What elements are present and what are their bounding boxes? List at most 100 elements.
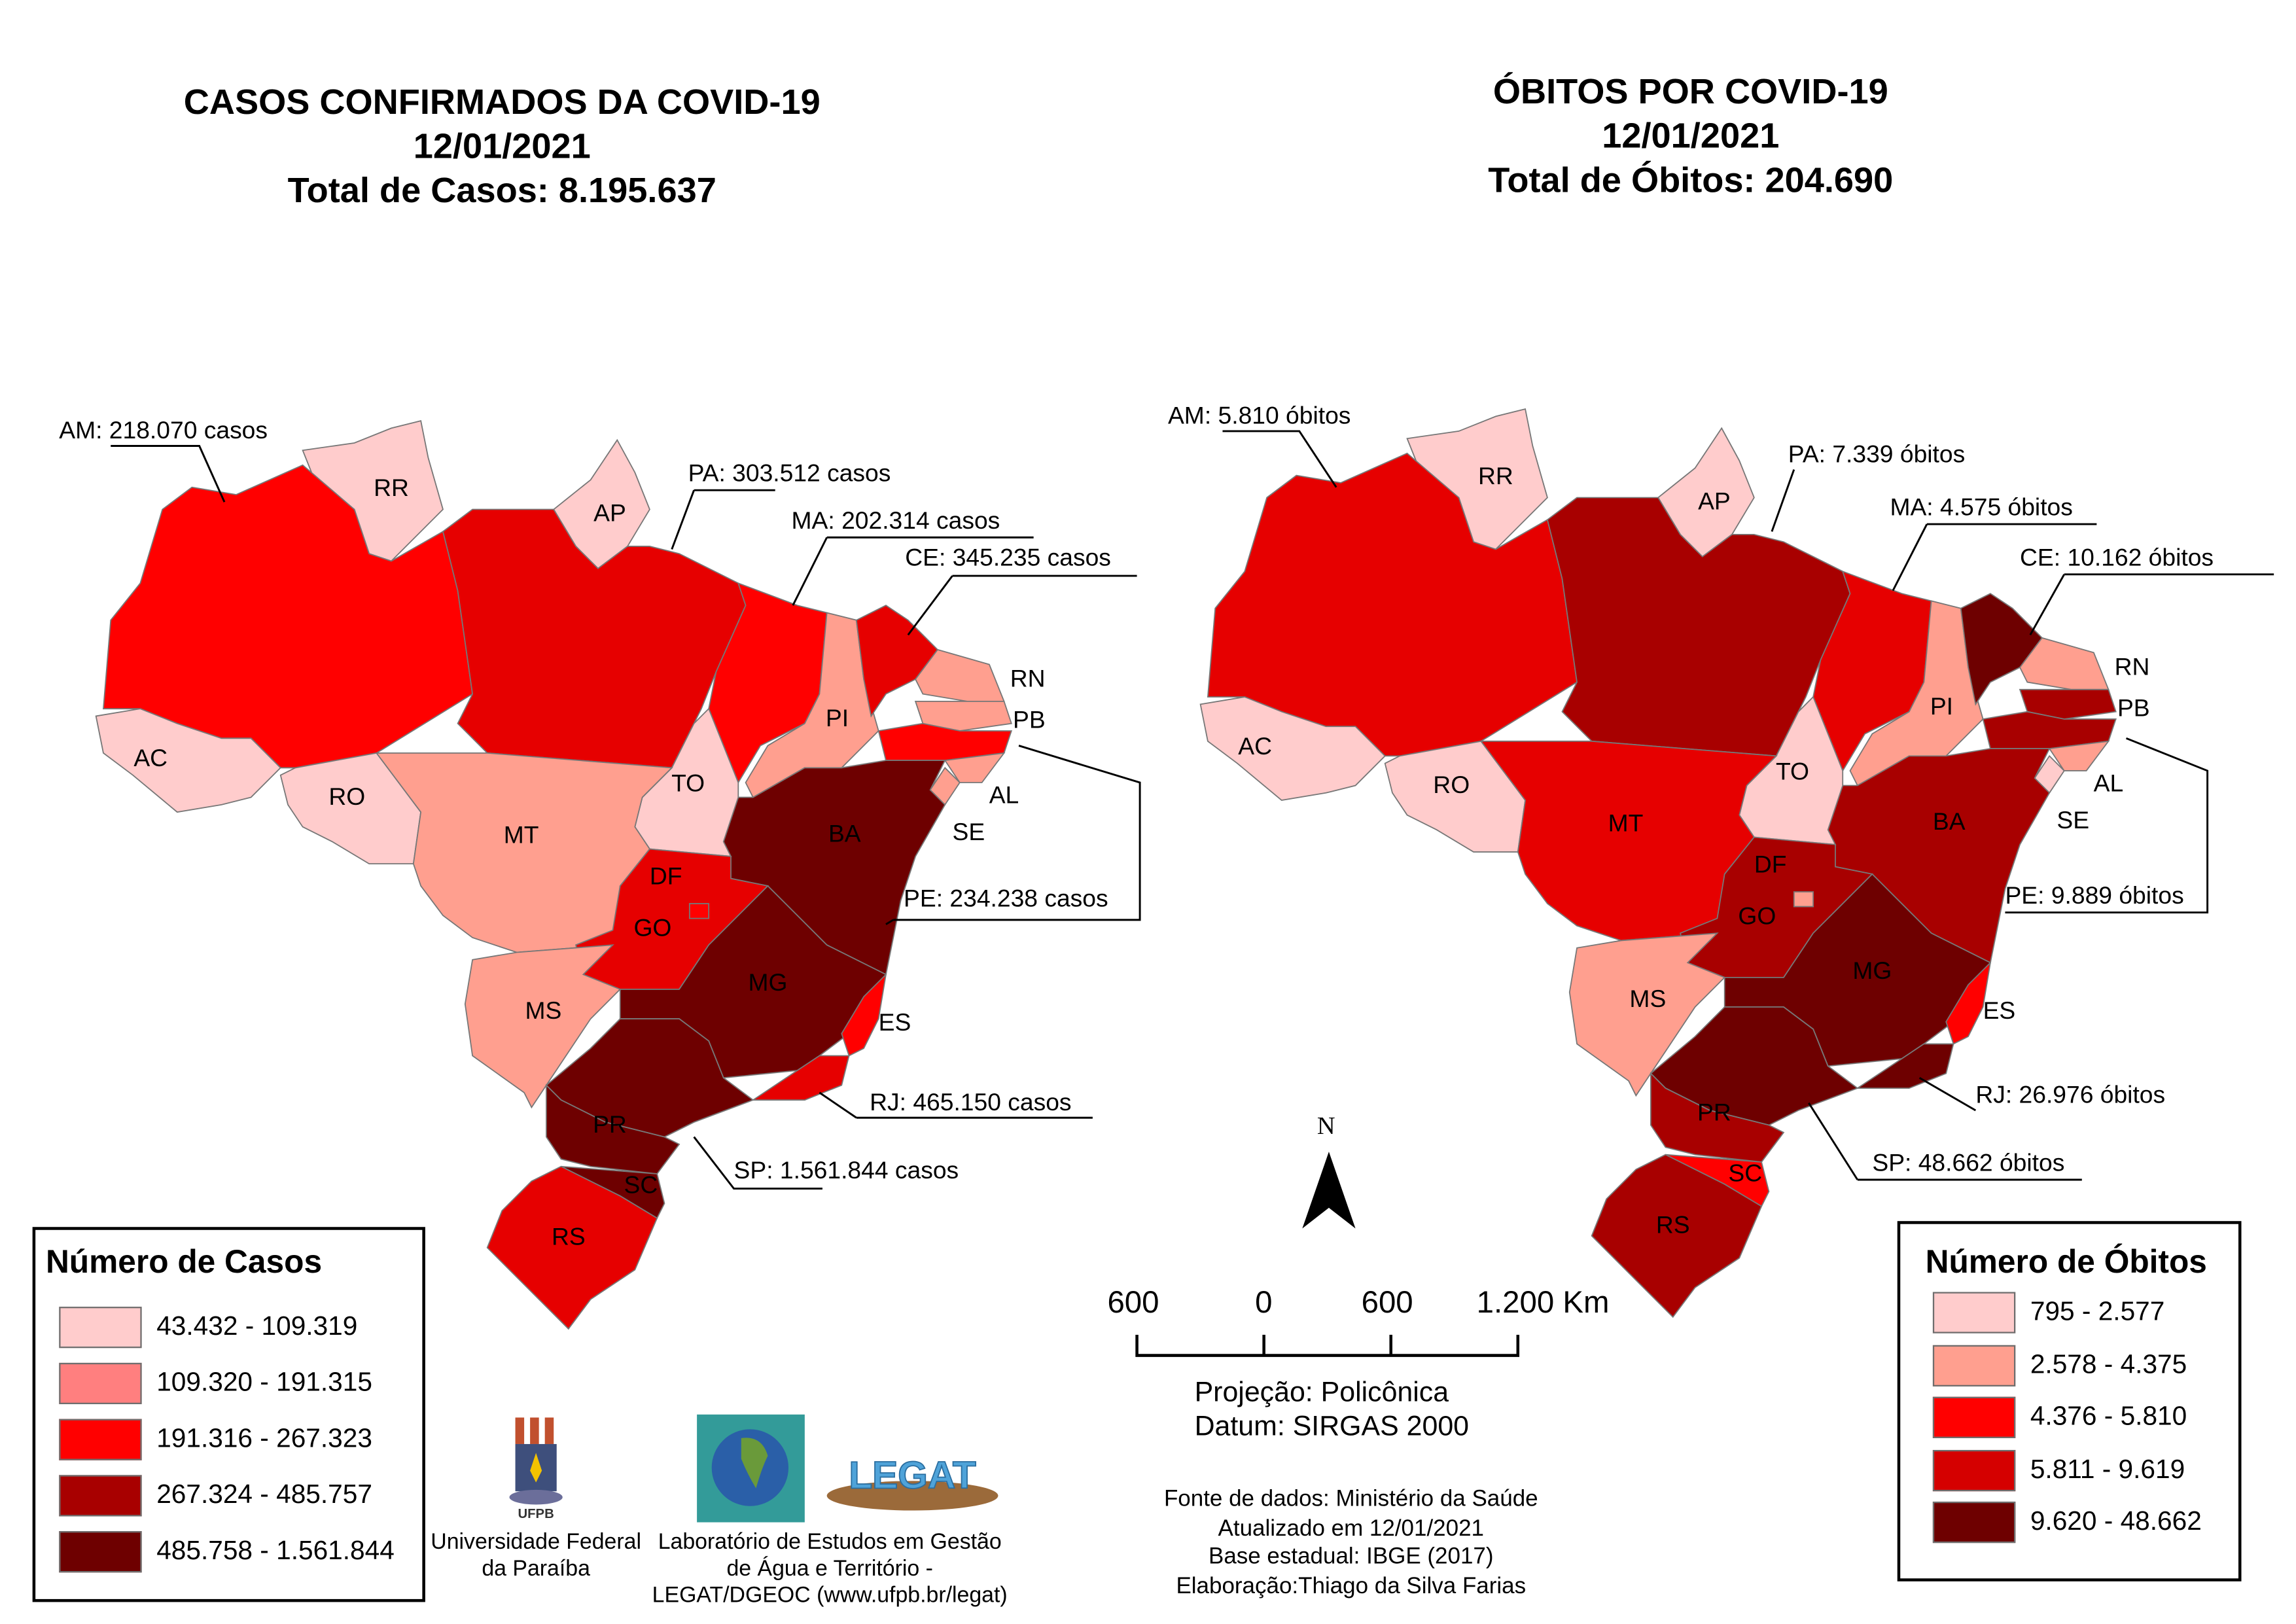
state-label: BA [828,819,861,847]
deaths-date: 12/01/2021 [1602,116,1780,157]
callout-am-deaths: AM: 5.810 óbitos [1167,403,1351,430]
ufpb-caption: Universidade Federal da Paraíba [428,1530,643,1583]
state-ma [1812,570,1932,772]
callout-pa-cases: PA: 303.512 casos [688,461,891,487]
legend-label: 43.432 - 109.319 [156,1311,358,1341]
state-df [688,903,710,919]
deaths-title-line: ÓBITOS POR COVID-19 [1492,72,1888,113]
legend-label: 267.324 - 485.757 [156,1479,372,1509]
legend-swatch [1932,1449,2016,1491]
projection-info: Projeção: Policônica Datum: SIRGAS 2000 [1195,1376,1469,1444]
state-ma [708,582,828,785]
state-pr [546,1084,680,1174]
leader-line [885,919,894,925]
state-label: AP [593,499,626,527]
credits: Fonte de dados: Ministério da Saúde Atua… [1122,1485,1580,1600]
callout-pe-cases: PE: 234.238 casos [904,885,1108,913]
deaths-legend-title: Número de Óbitos [1925,1243,2207,1280]
legend-label: 4.376 - 5.810 [2030,1401,2187,1431]
leader-line [893,745,1141,921]
ufpb-logo: UFPB [506,1417,569,1521]
legend-swatch [59,1531,142,1573]
cases-title-line: CASOS CONFIRMADOS DA COVID-19 [183,82,821,123]
cases-total: Total de Casos: 8.195.637 [287,171,716,211]
callout-sp-cases: SP: 1.561.844 casos [733,1157,959,1184]
scale-label: 0 [1255,1286,1273,1320]
state-label: PI [826,704,849,732]
state-label: PI [1930,692,1953,720]
state-label: PR [593,1110,627,1138]
deaths-legend: Número de Óbitos 795 - 2.577 2.578 - 4.37… [1897,1221,2242,1581]
legat-logo: LEGAT [824,1444,1001,1512]
state-al [2048,740,2110,771]
leader-line [1918,1077,1977,1112]
callout-am-cases: AM: 218.070 casos [59,417,268,445]
state-pr [1650,1072,1785,1163]
deaths-total: Total de Óbitos: 204.690 [1488,160,1894,201]
leader-line [907,575,953,636]
state-label: MG [748,968,787,996]
state-al [944,752,1006,783]
datum-text: Datum: SIRGAS 2000 [1194,1411,1470,1443]
state-label: SE [2057,806,2089,834]
scale-label: 1.200 Km [1476,1286,1610,1320]
state-df [1793,891,1814,908]
deaths-title: ÓBITOS POR COVID-19 12/01/2021 Total de … [1322,71,2060,203]
state-label: AP [1698,487,1731,515]
ufpb-caption-line: da Paraíba [482,1556,590,1581]
state-label: PB [1013,706,1046,733]
state-label: RN [1010,664,1046,692]
cases-legend-title: Número de Casos [45,1243,323,1280]
state-label: GO [1738,902,1776,930]
legend-swatch [1932,1292,2016,1333]
state-label: RO [1433,771,1470,798]
ufpb-caption-line: Universidade Federal [431,1529,641,1555]
scale-bar [1135,1334,1520,1357]
state-label: PB [2117,694,2150,721]
state-rs [1591,1154,1763,1318]
callout-ma-cases: MA: 202.314 casos [791,508,1000,535]
state-ro [279,752,422,865]
legend-swatch [1932,1501,2016,1544]
legend-label: 485.758 - 1.561.844 [156,1535,395,1565]
state-pb [2019,688,2117,720]
state-ce [855,605,939,718]
callout-ma-deaths: MA: 4.575 óbitos [1890,494,2073,521]
leader-line [819,1091,857,1119]
dgeoc-logo [697,1414,805,1523]
leader-line [1771,469,1795,532]
legend-swatch [1932,1344,2016,1386]
ufpb-logo-text: UFPB [518,1507,554,1521]
state-label: SC [1728,1159,1762,1186]
state-pb [914,700,1012,732]
callout-rj-deaths: RJ: 26.976 óbitos [1975,1082,2166,1109]
state-label: RS [552,1222,586,1250]
legat-caption-line: de Água e Território - [726,1556,933,1581]
state-label: AL [2094,769,2124,797]
callout-pa-deaths: PA: 7.339 óbitos [1788,441,1966,468]
state-label: SE [953,818,985,845]
state-label: RR [374,474,409,501]
legend-label: 9.620 - 48.662 [2030,1506,2202,1536]
legend-swatch [59,1419,142,1460]
leader-line [2029,574,2066,636]
state-label: AC [133,744,168,771]
credit-line: Base estadual: IBGE (2017) [1208,1544,1494,1570]
state-label: PR [1697,1099,1731,1126]
leader-line [693,1136,822,1190]
state-label: GO [633,914,671,942]
state-label: MS [1629,985,1666,1012]
callout-ce-deaths: CE: 10.162 óbitos [2020,544,2214,572]
callout-sp-deaths: SP: 48.662 óbitos [1872,1150,2065,1177]
state-label: SC [624,1171,658,1198]
scale-label: 600 [1107,1286,1159,1320]
legend-swatch [59,1307,142,1349]
projection-text: Projeção: Policônica [1194,1377,1449,1409]
state-label: BA [1933,807,1966,835]
leader-line [111,445,226,503]
state-sp [1650,1006,1859,1126]
state-label: MT [504,821,539,849]
